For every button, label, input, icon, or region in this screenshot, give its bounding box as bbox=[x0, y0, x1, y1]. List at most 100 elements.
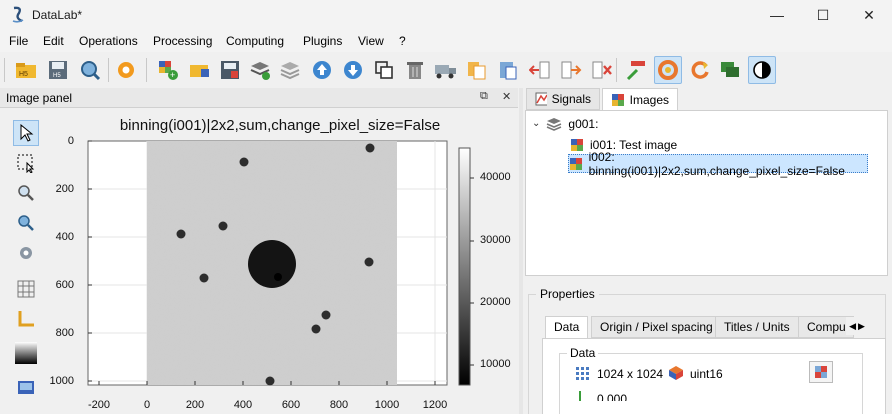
move-up-icon[interactable] bbox=[308, 56, 336, 84]
save-h5-icon[interactable]: H5 bbox=[44, 56, 72, 84]
x-tick-label: 600 bbox=[281, 399, 301, 411]
add-annotations-icon[interactable] bbox=[622, 56, 650, 84]
copy-metadata-icon[interactable] bbox=[463, 56, 491, 84]
object-tree: ⌄ g001: i001: Test image i002: binning(i… bbox=[525, 110, 888, 276]
close-window-button[interactable]: ✕ bbox=[863, 6, 875, 23]
open-image-icon[interactable] bbox=[186, 56, 214, 84]
delete-metadata-icon[interactable] bbox=[588, 56, 616, 84]
zoom-icon[interactable] bbox=[13, 180, 39, 206]
array-size-value: 1024 x 1024 bbox=[597, 367, 664, 381]
image-icon bbox=[571, 138, 583, 151]
select-arrow-icon[interactable] bbox=[13, 120, 39, 146]
paste-metadata-icon[interactable] bbox=[494, 56, 522, 84]
image-plot[interactable] bbox=[40, 130, 518, 414]
menu-computing[interactable]: Computing bbox=[226, 34, 285, 48]
refresh-icon[interactable] bbox=[686, 56, 714, 84]
x-tick-label: 1000 bbox=[374, 399, 400, 411]
image-panel-header: Image panel ⧉ ✕ bbox=[0, 88, 518, 108]
colorbar bbox=[458, 147, 471, 386]
tab-computing[interactable]: Compu bbox=[798, 316, 854, 338]
colormap-icon[interactable] bbox=[13, 340, 39, 366]
tab-images-label: Images bbox=[629, 92, 669, 107]
chevron-down-icon[interactable]: ⌄ bbox=[532, 118, 541, 129]
image-stats-icon[interactable] bbox=[13, 374, 39, 400]
colorbar-tick-label: 30000 bbox=[480, 234, 511, 246]
group-stack-icon bbox=[547, 117, 562, 131]
svg-text:+: + bbox=[170, 70, 175, 80]
data-groupbox bbox=[559, 353, 863, 414]
tab-scroll-buttons: ◀ ▶ bbox=[846, 317, 868, 335]
duplicate-icon[interactable] bbox=[370, 56, 398, 84]
tab-images[interactable]: Images bbox=[602, 88, 678, 110]
scroll-left-icon[interactable]: ◀ bbox=[849, 320, 856, 331]
window-title: DataLab* bbox=[32, 8, 83, 22]
browse-h5-icon[interactable] bbox=[76, 56, 104, 84]
zoom-fit-icon[interactable] bbox=[13, 210, 39, 236]
blob bbox=[311, 324, 321, 334]
blob-large bbox=[248, 240, 296, 288]
tab-origin-pixel-spacing[interactable]: Origin / Pixel spacing bbox=[591, 316, 722, 338]
contrast-icon[interactable] bbox=[748, 56, 776, 84]
partial-value: 0.000 bbox=[597, 392, 628, 401]
blob bbox=[274, 273, 282, 281]
float-panel-icon[interactable]: ⧉ bbox=[480, 90, 488, 102]
menu-view[interactable]: View bbox=[358, 34, 384, 48]
menu-processing[interactable]: Processing bbox=[153, 34, 213, 48]
close-panel-icon[interactable]: ✕ bbox=[502, 91, 512, 103]
x-tick-label: 1200 bbox=[422, 399, 448, 411]
array-size-icon bbox=[576, 367, 589, 380]
image-panel-title: Image panel bbox=[6, 91, 73, 105]
show-titles-icon[interactable] bbox=[716, 56, 744, 84]
dtype-value: uint16 bbox=[690, 367, 723, 381]
tree-item[interactable]: i001: Test image bbox=[570, 135, 870, 154]
menu-file[interactable]: File bbox=[9, 34, 29, 48]
menu-operations[interactable]: Operations bbox=[79, 34, 138, 48]
tree-item-label: i001: Test image bbox=[590, 137, 678, 152]
x-tick-label: 400 bbox=[233, 399, 253, 411]
panel-splitter[interactable] bbox=[519, 88, 523, 414]
image-data bbox=[147, 141, 397, 386]
x-tick-label: 800 bbox=[329, 399, 349, 411]
tree-item-selected[interactable]: i002: binning(i001)|2x2,sum,change_pixel… bbox=[568, 150, 868, 178]
open-h5-icon[interactable]: H5 bbox=[12, 56, 40, 84]
tab-titles-units[interactable]: Titles / Units bbox=[715, 316, 799, 338]
tab-signals[interactable]: Signals bbox=[526, 88, 600, 110]
scroll-right-icon[interactable]: ▶ bbox=[858, 320, 865, 331]
save-image-icon[interactable] bbox=[216, 56, 244, 84]
new-image-icon[interactable]: + bbox=[154, 56, 182, 84]
ungroup-icon[interactable] bbox=[276, 56, 304, 84]
axes-icon[interactable] bbox=[13, 306, 39, 332]
x-tick-label: -200 bbox=[87, 399, 111, 411]
plot-settings-icon[interactable] bbox=[13, 240, 39, 266]
menu-plugins[interactable]: Plugins bbox=[303, 34, 343, 48]
y-tick-label: 800 bbox=[55, 327, 74, 339]
partial-indicator bbox=[579, 391, 581, 401]
menu-edit[interactable]: Edit bbox=[43, 34, 64, 48]
move-down-icon[interactable] bbox=[339, 56, 367, 84]
x-tick-label: 0 bbox=[143, 399, 151, 411]
blob bbox=[265, 376, 275, 386]
y-tick-label: 0 bbox=[67, 135, 74, 147]
image-icon bbox=[612, 93, 624, 106]
tab-data[interactable]: Data bbox=[545, 316, 589, 338]
auto-refresh-icon[interactable] bbox=[654, 56, 682, 84]
maximize-button[interactable]: ☐ bbox=[816, 6, 830, 23]
menu-help[interactable]: ? bbox=[399, 34, 406, 48]
svg-text:H5: H5 bbox=[53, 73, 61, 79]
settings-icon[interactable] bbox=[112, 56, 140, 84]
import-metadata-icon[interactable] bbox=[526, 56, 554, 84]
tree-group[interactable]: ⌄ g001: bbox=[532, 114, 598, 133]
export-metadata-icon[interactable] bbox=[557, 56, 585, 84]
svg-text:H5: H5 bbox=[19, 71, 28, 78]
datalab-logo-icon bbox=[12, 6, 24, 23]
data-group-title: Data bbox=[567, 346, 599, 360]
grid-icon[interactable] bbox=[13, 276, 39, 302]
delete-icon[interactable] bbox=[401, 56, 429, 84]
plot-ticks bbox=[88, 140, 436, 385]
transfer-icon[interactable] bbox=[432, 56, 460, 84]
group-icon[interactable] bbox=[246, 56, 274, 84]
image-grid-icon bbox=[815, 366, 827, 378]
minimize-button[interactable]: — bbox=[770, 7, 784, 23]
view-data-button[interactable] bbox=[809, 361, 833, 383]
rect-zoom-icon[interactable] bbox=[13, 150, 39, 176]
